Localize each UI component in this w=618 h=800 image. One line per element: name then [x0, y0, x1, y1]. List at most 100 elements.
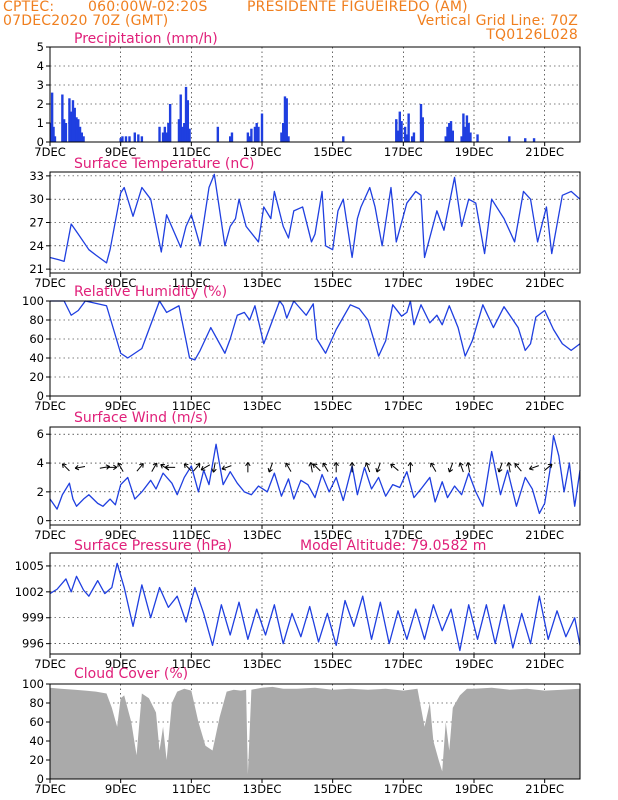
precip-bar	[405, 134, 409, 142]
wind-series-line	[49, 434, 581, 515]
temp-xtick-label: 7DEC	[34, 276, 65, 290]
precip-bar	[61, 94, 64, 142]
rh-ytick-label: 0	[37, 389, 44, 403]
precip-bar	[400, 121, 403, 142]
cloud-cover-area	[50, 686, 580, 779]
header-location: PRESIDENTE FIGUEIREDO (AM)	[247, 0, 468, 15]
temp-ytick-label: 21	[29, 262, 44, 276]
wind-xtick-label: 15DEC	[313, 528, 352, 542]
temp-xtick-label: 21DEC	[525, 276, 564, 290]
precip-bar	[177, 119, 181, 142]
precip-ytick-label: 1	[37, 116, 44, 130]
precip-bar	[407, 113, 410, 142]
precip-bar	[283, 96, 287, 142]
pres-title: Surface Pressure (hPa)	[74, 538, 232, 554]
precip-bar	[467, 123, 470, 142]
precip-bar	[181, 126, 184, 142]
wind-arrow	[322, 462, 329, 472]
cloud-ytick-label: 20	[29, 753, 44, 767]
precip-bar	[163, 126, 167, 142]
precip-bar	[128, 136, 131, 142]
precip-bar	[186, 100, 189, 142]
wind-arrow	[497, 462, 503, 473]
wind-arrow	[390, 463, 399, 471]
precip-bar	[403, 126, 407, 142]
precip-bar	[78, 126, 82, 142]
rh-xtick-label: 15DEC	[313, 399, 352, 413]
precip-bar	[119, 138, 122, 142]
precip-bar	[465, 115, 469, 142]
wind-arrow	[364, 462, 371, 473]
precip-bar	[71, 100, 75, 142]
pres-xtick-label: 13DEC	[243, 657, 282, 671]
temp-xtick-label: 15DEC	[313, 276, 352, 290]
rh-ytick-label: 20	[29, 370, 44, 384]
precip-bar	[158, 126, 161, 142]
rh-xtick-label: 7DEC	[34, 399, 65, 413]
precip-xtick-label: 15DEC	[313, 145, 352, 159]
header-coordinates: 060:00W-02:20S	[88, 0, 208, 15]
precip-bar	[52, 126, 55, 142]
cloud-ytick-label: 0	[37, 772, 44, 786]
cloud-xtick-label: 17DEC	[384, 782, 423, 796]
precip-ytick-label: 2	[37, 97, 44, 111]
precipitation-chart: Precipitation (mm/h) 0 1 2 3 4 5 7DEC 9DEC 11DEC 1…	[34, 31, 581, 159]
pres-xtick-label: 21DEC	[525, 657, 564, 671]
precip-bar	[50, 92, 54, 142]
precipitation-panel: Precipitation (mm/h) 0 1 2 3 4 5 7DEC 9DEC 11DEC 1…	[0, 31, 618, 160]
temp-ytick-label: 33	[29, 169, 44, 183]
precip-bar	[257, 126, 260, 142]
wind-arrow	[544, 463, 553, 471]
rh-title: Relative Humidity (%)	[74, 284, 227, 300]
cloud-ytick-label: 80	[29, 696, 44, 710]
precip-xtick-label: 7DEC	[34, 145, 65, 159]
pres-frame	[49, 552, 581, 655]
precip-bar	[448, 123, 451, 142]
temp-xtick-label: 17DEC	[384, 276, 423, 290]
precip-bar	[246, 132, 250, 142]
wind-arrow	[506, 462, 512, 473]
temp-xtick-label: 13DEC	[243, 276, 282, 290]
precip-xtick-label: 13DEC	[243, 145, 282, 159]
wind-arrow	[61, 463, 70, 472]
precip-bar	[49, 123, 52, 142]
wind-arrow	[447, 462, 454, 473]
precip-bar	[248, 136, 251, 142]
precip-bar	[75, 117, 78, 142]
precip-xtick-label: 21DEC	[525, 145, 564, 159]
precip-xtick-label: 9DEC	[105, 145, 136, 159]
precip-ytick-label: 5	[37, 40, 44, 54]
precip-bar	[62, 119, 66, 142]
wind-xtick-label: 17DEC	[384, 528, 423, 542]
pres-xtick-label: 15DEC	[313, 657, 352, 671]
precip-bar	[124, 136, 128, 142]
temp-xtick-label: 19DEC	[455, 276, 494, 290]
temp-title: Surface Temperature (nC)	[74, 156, 255, 172]
rh-xtick-label: 9DEC	[105, 399, 136, 413]
cloud-xtick-label: 19DEC	[455, 782, 494, 796]
precip-bar	[342, 136, 345, 142]
precip-bar	[161, 132, 165, 142]
header-grid-line: Vertical Grid Line: 70Z	[416, 13, 578, 29]
temp-ytick-label: 24	[29, 239, 44, 253]
cloud-xtick-label: 21DEC	[525, 782, 564, 796]
wind-arrow	[267, 462, 274, 473]
precip-bar	[444, 136, 447, 142]
precip-bar	[395, 119, 398, 142]
wind-arrow	[74, 464, 86, 471]
wind-arrow	[183, 463, 192, 472]
precip-bar	[229, 136, 232, 142]
temperature-panel: Surface Temperature (nC) 21 24 27 30 33 7DEC 9D…	[0, 155, 618, 290]
wind-arrow	[245, 462, 251, 473]
temp-xtick-label: 9DEC	[105, 276, 136, 290]
rh-xtick-label: 19DEC	[455, 399, 494, 413]
precip-bar	[282, 123, 285, 142]
wind-arrow	[514, 463, 522, 472]
wind-arrow	[200, 464, 211, 471]
cloud-xtick-label: 7DEC	[34, 782, 65, 796]
precip-title: Precipitation (mm/h)	[74, 31, 218, 47]
wind-ytick-label: 0	[37, 514, 44, 528]
temp-xtick-label: 11DEC	[172, 276, 211, 290]
precip-bar	[449, 121, 453, 142]
wind-xtick-label: 7DEC	[34, 528, 65, 542]
